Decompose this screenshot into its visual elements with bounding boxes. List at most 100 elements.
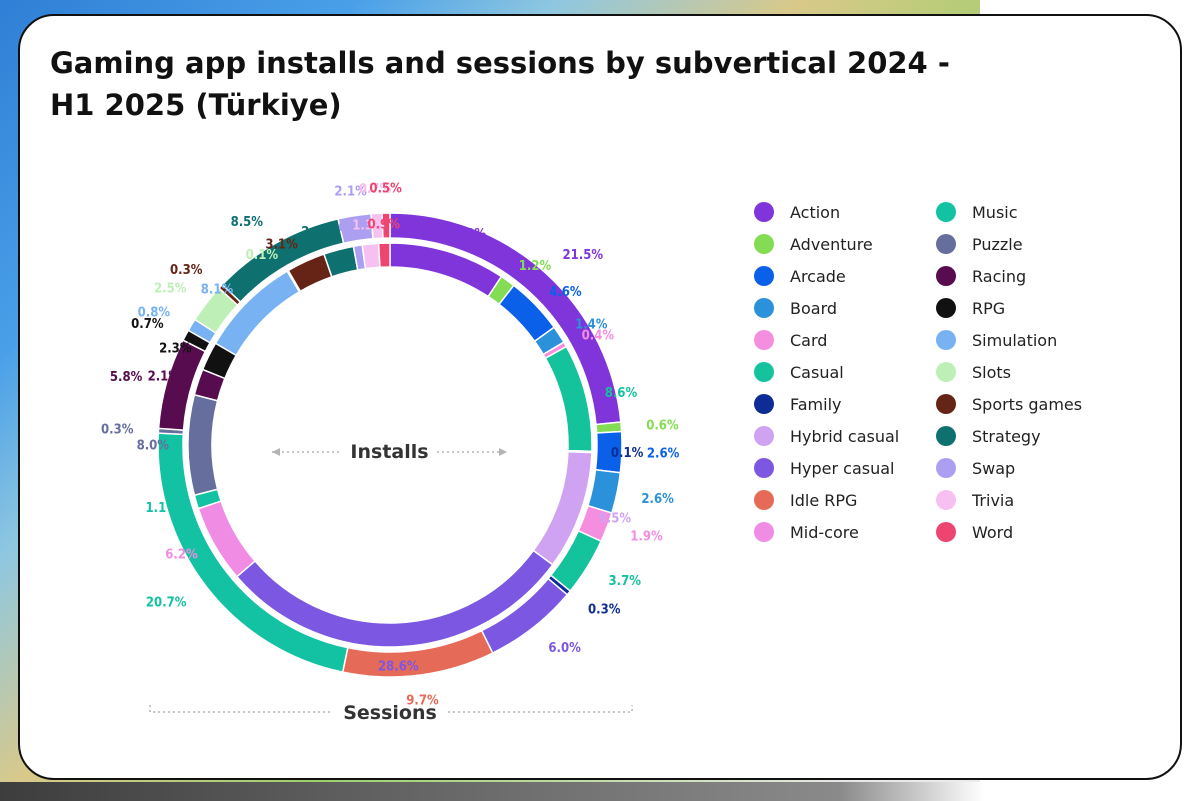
legend-label-arcade: Arcade [790, 266, 846, 286]
legend-swatch-adventure [754, 234, 774, 254]
legend-label-simulation: Simulation [972, 330, 1058, 350]
inner-label-word: 0.9% [368, 218, 401, 233]
inner-label-simulation: 8.1% [201, 283, 234, 298]
outer-label-word: 0.5% [369, 182, 402, 197]
legend-item-music: Music [936, 196, 1118, 228]
legend-item-idle-rpg: Idle RPG [754, 484, 936, 516]
legend-label-action: Action [790, 202, 841, 222]
outer-label-hyper-casual: 6.0% [548, 641, 581, 656]
outer-label-slots: 2.5% [154, 282, 187, 297]
chart-segments [157, 212, 623, 678]
sessions-bracket-right [448, 705, 633, 713]
legend-swatch-board [754, 298, 774, 318]
outer-label-action: 21.5% [562, 248, 603, 263]
legend-item-strategy: Strategy [936, 420, 1118, 452]
legend-swatch-puzzle [936, 234, 956, 254]
legend-swatch-casual [754, 362, 774, 382]
outer-segment-word [381, 212, 391, 239]
legend-item-slots: Slots [936, 356, 1118, 388]
inner-label-action: 9.3% [454, 227, 487, 242]
inner-segment-puzzle [187, 393, 219, 497]
legend-swatch-hybrid-casual [754, 426, 774, 446]
legend-item-adventure: Adventure [754, 228, 936, 260]
outer-label-idle-rpg: 9.7% [406, 693, 439, 708]
legend-label-card: Card [790, 330, 828, 350]
inner-label-board: 1.4% [575, 318, 608, 333]
inner-label-puzzle: 8.0% [137, 439, 170, 454]
inner-label-slots: 0.1% [246, 248, 279, 263]
legend-item-casual: Casual [754, 356, 936, 388]
legend-item-family: Family [754, 388, 936, 420]
legend-label-sports-games: Sports games [972, 394, 1083, 414]
legend-swatch-card [754, 330, 774, 350]
outer-label-racing: 5.8% [110, 370, 143, 385]
legend-item-swap: Swap [936, 452, 1118, 484]
sessions-label: Sessions [343, 702, 437, 724]
inner-segment-word [377, 242, 391, 269]
inner-label-racing: 2.1% [148, 370, 181, 385]
outer-label-family: 0.3% [588, 602, 621, 617]
legend-label-family: Family [790, 394, 842, 414]
legend-swatch-racing [936, 266, 956, 286]
legend-swatch-family [754, 394, 774, 414]
legend-item-action: Action [754, 196, 936, 228]
inner-label-strategy: 2.4% [301, 225, 334, 240]
legend-label-mid-core: Mid-core [790, 522, 859, 542]
inner-label-adventure: 1.2% [519, 259, 552, 274]
installs-arrow-left [272, 448, 280, 456]
sessions-ring-caption: Sessions [149, 702, 633, 724]
legend-item-arcade: Arcade [754, 260, 936, 292]
legend-label-idle-rpg: Idle RPG [790, 490, 858, 510]
outer-label-strategy: 8.5% [231, 215, 264, 230]
outer-label-swap: 2.1% [334, 185, 367, 200]
legend-label-rpg: RPG [972, 298, 1006, 318]
inner-label-hybrid-casual: 9.5% [599, 511, 632, 526]
inner-label-mid-core: 6.2% [165, 547, 198, 562]
legend-swatch-trivia [936, 490, 956, 510]
legend-item-simulation: Simulation [936, 324, 1118, 356]
sessions-bracket-left [149, 705, 332, 713]
inner-label-rpg: 2.3% [159, 341, 192, 356]
background-strip [0, 782, 1200, 801]
legend-item-puzzle: Puzzle [936, 228, 1118, 260]
legend-swatch-word [936, 522, 956, 542]
outer-label-rpg: 0.7% [131, 317, 164, 332]
legend-swatch-swap [936, 458, 956, 478]
legend-swatch-strategy [936, 426, 956, 446]
inner-label-hyper-casual: 28.6% [378, 659, 419, 674]
legend-label-puzzle: Puzzle [972, 234, 1023, 254]
legend-label-word: Word [972, 522, 1014, 542]
inner-label-family: 0.1% [611, 446, 644, 461]
legend-label-hyper-casual: Hyper casual [790, 458, 895, 478]
chart-title: Gaming app installs and sessions by subv… [50, 46, 950, 122]
legend-item-mid-core: Mid-core [754, 516, 936, 548]
inner-label-music: 1.1% [146, 501, 179, 516]
legend-label-adventure: Adventure [790, 234, 873, 254]
installs-ring-caption: Installs [272, 441, 507, 463]
legend-label-music: Music [972, 202, 1018, 222]
outer-label-casual: 3.7% [609, 574, 642, 589]
legend-item-rpg: RPG [936, 292, 1118, 324]
legend-swatch-hyper-casual [754, 458, 774, 478]
legend-label-slots: Slots [972, 362, 1011, 382]
legend-swatch-idle-rpg [754, 490, 774, 510]
legend-item-racing: Racing [936, 260, 1118, 292]
inner-label-sports-games: 3.1% [265, 238, 298, 253]
legend-item-hyper-casual: Hyper casual [754, 452, 936, 484]
legend-item-card: Card [754, 324, 936, 356]
installs-arrow-right [499, 448, 507, 456]
legend-swatch-sports-games [936, 394, 956, 414]
legend-swatch-rpg [936, 298, 956, 318]
chart-legend: Action Music Adventure Puzzle Arcade Racing Bo… [754, 196, 1134, 548]
outer-label-trivia: 0.7% [359, 182, 392, 197]
legend-swatch-mid-core [754, 522, 774, 542]
outer-label-simulation: 0.8% [138, 305, 171, 320]
legend-label-trivia: Trivia [972, 490, 1015, 510]
legend-label-board: Board [790, 298, 838, 318]
installs-label: Installs [350, 441, 428, 463]
legend-item-hybrid-casual: Hybrid casual [754, 420, 936, 452]
legend-label-hybrid-casual: Hybrid casual [790, 426, 900, 446]
legend-label-racing: Racing [972, 266, 1027, 286]
outer-label-adventure: 0.6% [646, 418, 679, 433]
